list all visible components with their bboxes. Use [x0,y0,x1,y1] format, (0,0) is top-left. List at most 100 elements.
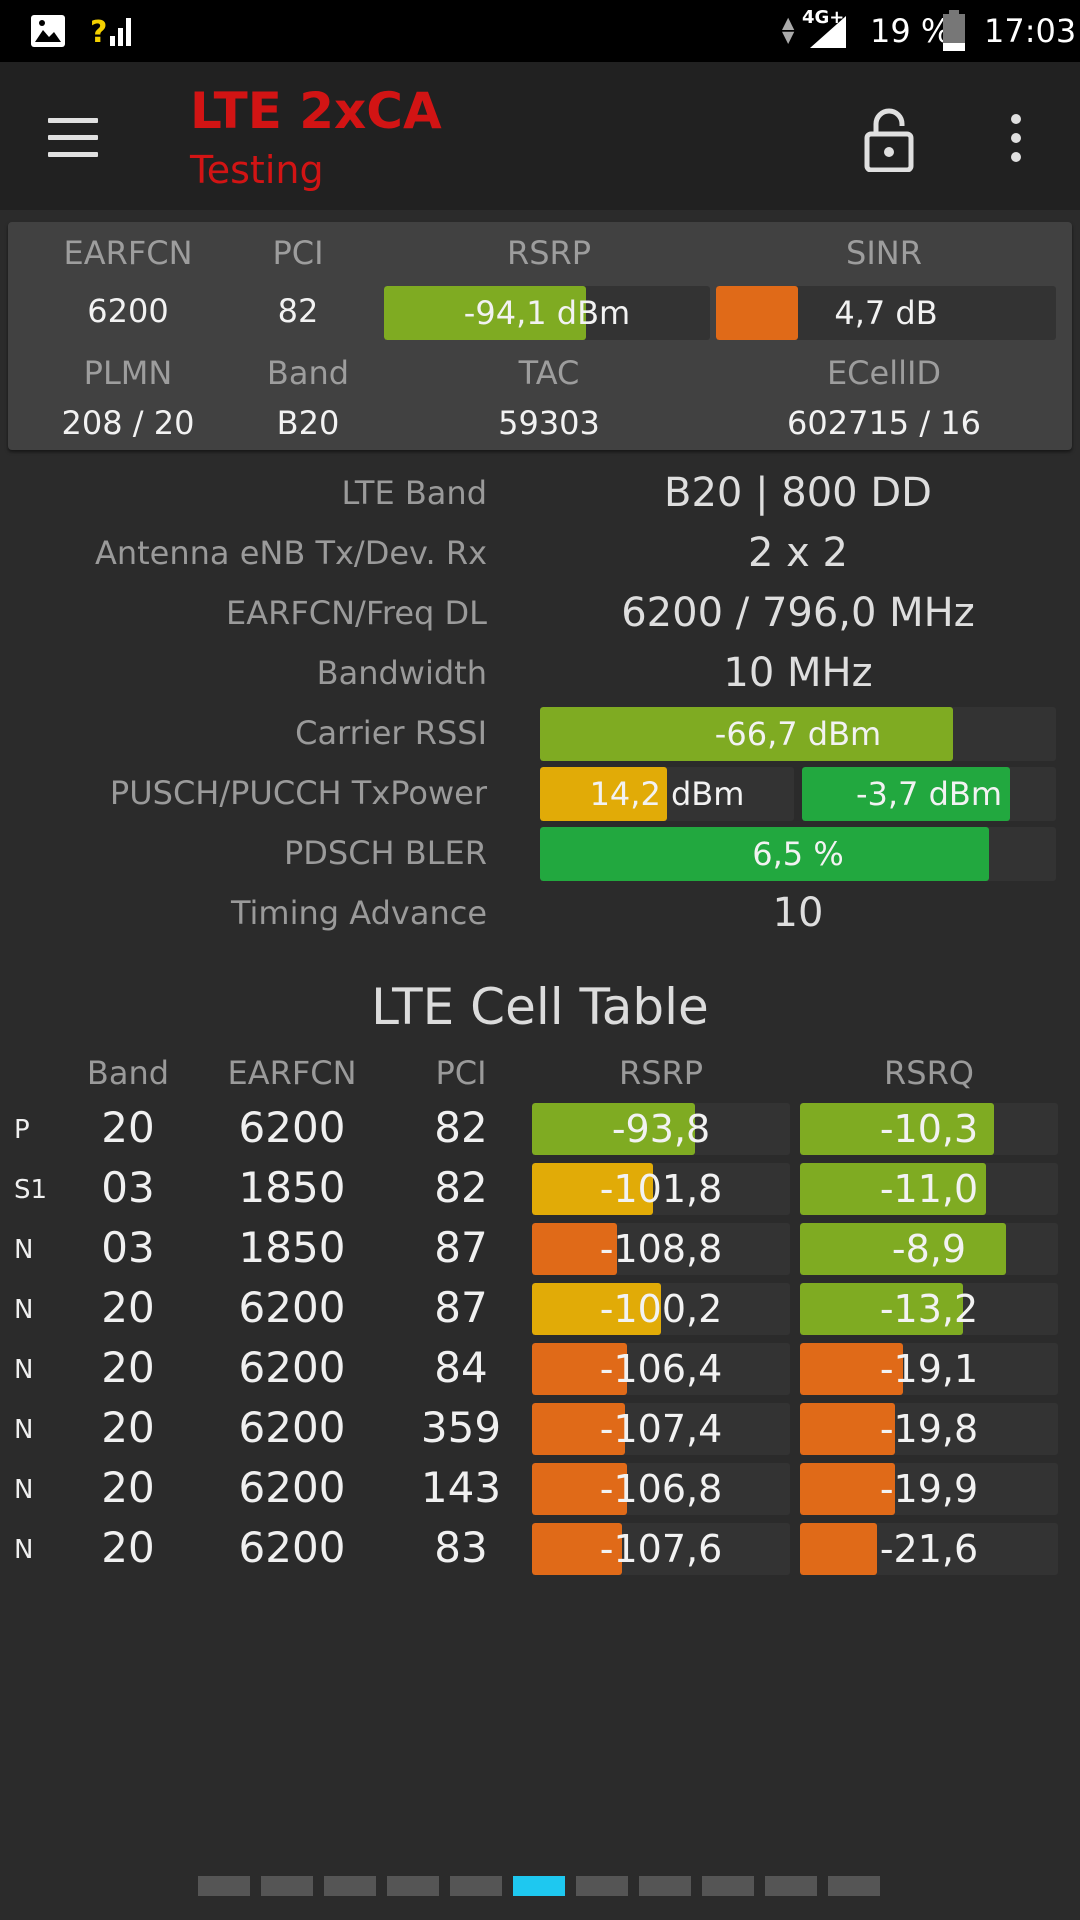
col-header-band: Band [86,1054,170,1092]
ecellid-label: ECellID [826,354,942,392]
col-header-earfcn: EARFCN [227,1054,357,1092]
row-rsrq-fill [800,1103,994,1155]
col-header-rsrp: RSRP [618,1054,704,1092]
row-rsrq-bar: -19,1 [800,1343,1058,1395]
page-dot[interactable] [702,1876,754,1896]
row-band: 20 [101,1523,155,1572]
row-rsrp-bar: -101,8 [532,1163,790,1215]
page-dot-active[interactable] [513,1876,565,1896]
sinr-bar: 4,7 dB [716,286,1056,340]
row-earfcn: 6200 [238,1103,346,1152]
row-pci: 359 [420,1403,502,1452]
antenna-value: 2 x 2 [748,530,848,576]
row-rsrq-bar: -8,9 [800,1223,1058,1275]
rssi-value: -66,7 dBm [714,715,882,753]
row-band: 20 [101,1103,155,1152]
ecellid-value: 602715 / 16 [787,404,981,442]
row-band: 03 [101,1223,155,1272]
status-bar: ? ▲ ▼ 4G+ 19 % 17:03 [0,0,1080,62]
lte-band-label: LTE Band [341,474,487,512]
sinr-label: SINR [846,234,922,272]
row-pci: 82 [434,1103,488,1152]
row-type: N [14,1295,34,1325]
rsrp-bar: -94,1 dBm [384,286,710,340]
bandwidth-label: Bandwidth [316,654,487,692]
bler-label: PDSCH BLER [283,834,487,872]
row-band: 20 [101,1343,155,1392]
row-rsrq-fill [800,1163,986,1215]
row-band: 20 [101,1283,155,1332]
pusch-bar: 14,2 dBm [540,767,794,821]
row-rsrq-fill [800,1463,896,1515]
row-rsrq-fill [800,1223,1007,1275]
pusch-value: 14,2 dBm [589,775,745,813]
menu-icon[interactable] [48,118,98,158]
clock: 17:03 [984,12,1077,50]
bler-bar: 6,5 % [540,827,1056,881]
cell-table-title: LTE Cell Table [371,978,709,1036]
row-rsrq-fill [800,1523,878,1575]
row-pci: 84 [434,1343,488,1392]
plmn-label: PLMN [83,354,173,392]
app-subtitle: Testing [190,148,324,192]
row-rsrp-value: -106,4 [599,1347,723,1391]
page-dot[interactable] [261,1876,313,1896]
page-dot[interactable] [450,1876,502,1896]
row-rsrp-bar: -93,8 [532,1103,790,1155]
row-band: 20 [101,1463,155,1512]
page-dot[interactable] [828,1876,880,1896]
row-band: 03 [101,1163,155,1212]
row-rsrp-fill [532,1403,625,1455]
page-dot[interactable] [639,1876,691,1896]
row-rsrp-bar: -107,6 [532,1523,790,1575]
rssi-label: Carrier RSSI [295,714,487,752]
lock-open-icon[interactable] [862,106,916,172]
row-type: N [14,1415,34,1445]
row-rsrq-value: -10,3 [879,1107,979,1151]
row-rsrp-fill [532,1163,654,1215]
earfcn-freq-label: EARFCN/Freq DL [226,594,487,632]
row-rsrq-fill [800,1403,896,1455]
band-label: Band [266,354,350,392]
rsrp-label: RSRP [506,234,592,272]
band-value: B20 [276,404,340,442]
row-rsrp-value: -101,8 [599,1167,723,1211]
page-dot[interactable] [765,1876,817,1896]
battery-icon [943,10,965,51]
row-rsrq-bar: -21,6 [800,1523,1058,1575]
lte-band-value: B20 | 800 DD [664,470,932,516]
row-rsrp-value: -107,4 [599,1407,723,1451]
svg-text:?: ? [90,15,107,50]
page-dot[interactable] [387,1876,439,1896]
bler-value: 6,5 % [752,835,844,873]
row-earfcn: 6200 [238,1523,346,1572]
row-rsrp-fill [532,1223,618,1275]
row-rsrp-value: -106,8 [599,1467,723,1511]
gallery-notification-icon [31,15,65,47]
no-sim-signal-icon: ? [90,15,131,50]
rssi-bar: -66,7 dBm [540,707,1056,761]
page-dot[interactable] [324,1876,376,1896]
page-dot[interactable] [198,1876,250,1896]
row-rsrq-value: -19,1 [879,1347,979,1391]
row-rsrp-bar: -106,8 [532,1463,790,1515]
tac-value: 59303 [498,404,600,442]
row-rsrp-value: -107,6 [599,1527,723,1571]
row-rsrq-value: -8,9 [891,1227,967,1271]
serving-cell-card: EARFCN PCI RSRP SINR 6200 82 -94,1 dBm 4… [8,222,1072,450]
row-pci: 87 [434,1283,488,1332]
earfcn-freq-value: 6200 / 796,0 MHz [621,590,975,636]
more-options-icon[interactable] [1004,114,1028,166]
row-rsrp-fill [532,1463,628,1515]
row-earfcn: 1850 [238,1163,346,1212]
row-rsrp-fill [532,1103,695,1155]
row-band: 20 [101,1403,155,1452]
page-dot[interactable] [576,1876,628,1896]
app-bar: LTE 2xCA Testing [0,62,1080,210]
row-rsrq-value: -21,6 [879,1527,979,1571]
row-rsrq-bar: -19,8 [800,1403,1058,1455]
pucch-bar-fill [802,767,1011,821]
row-rsrp-bar: -108,8 [532,1223,790,1275]
col-header-pci: PCI [435,1054,487,1092]
timing-advance-label: Timing Advance [230,894,487,932]
